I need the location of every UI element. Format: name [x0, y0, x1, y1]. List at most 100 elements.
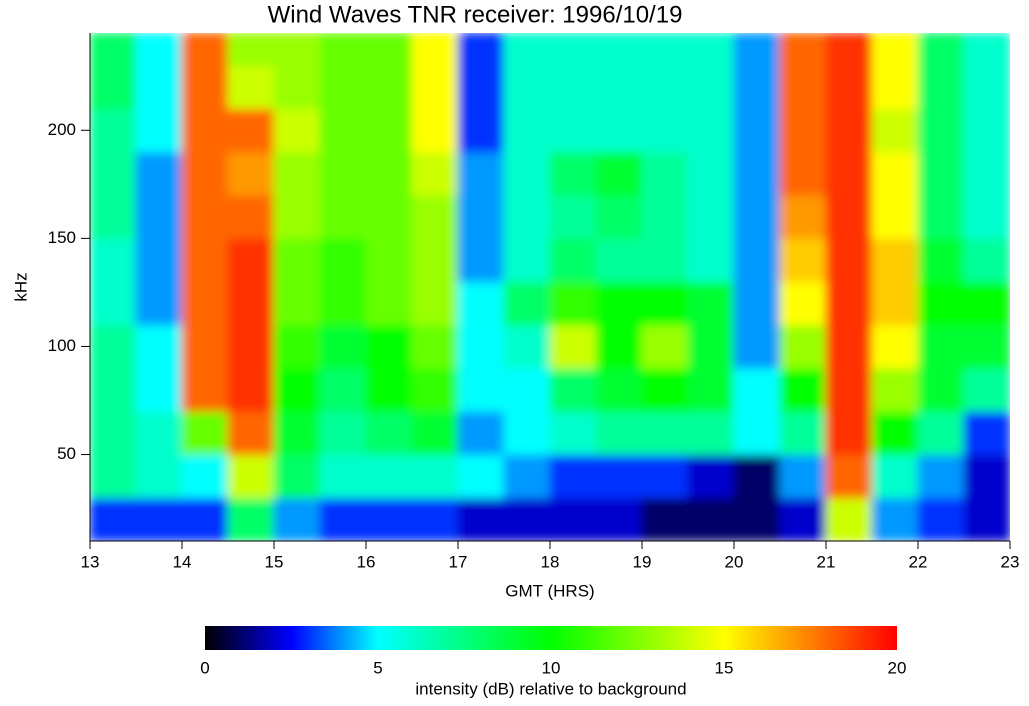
- heat-cell: [365, 151, 413, 196]
- heat-cell: [595, 324, 643, 369]
- heat-cell: [319, 33, 367, 66]
- heat-cell: [457, 410, 505, 456]
- heat-cell: [365, 194, 413, 239]
- x-tick-label: 19: [633, 552, 652, 571]
- x-tick-label: 21: [817, 552, 836, 571]
- heat-cell: [135, 151, 183, 196]
- heat-cell: [90, 64, 137, 110]
- heat-cell: [687, 454, 735, 499]
- heat-cell: [779, 33, 827, 66]
- heat-cell: [365, 237, 413, 283]
- heat-cell: [595, 410, 643, 456]
- heat-cell: [135, 497, 183, 541]
- heat-cell: [733, 281, 781, 326]
- heat-cell: [779, 410, 827, 456]
- heat-cell: [825, 151, 873, 196]
- heat-cell: [411, 33, 459, 66]
- heat-cell: [825, 33, 873, 66]
- heat-cell: [779, 108, 827, 153]
- heat-cell: [825, 410, 873, 456]
- heat-cell: [90, 33, 137, 66]
- heat-cell: [90, 194, 137, 239]
- heat-cell: [871, 64, 919, 110]
- heatmap-cells: [90, 33, 1010, 541]
- heat-cell: [181, 281, 229, 326]
- heat-cell: [779, 367, 827, 412]
- colorbar-label: intensity (dB) relative to background: [415, 679, 686, 698]
- heat-cell: [871, 33, 919, 66]
- x-tick-label: 16: [357, 552, 376, 571]
- heat-cell: [641, 33, 689, 66]
- x-tick-label: 13: [81, 552, 100, 571]
- heat-cell: [871, 237, 919, 283]
- heat-cell: [135, 64, 183, 110]
- heat-cell: [641, 194, 689, 239]
- heat-cell: [595, 33, 643, 66]
- heat-cell: [549, 194, 597, 239]
- heat-cell: [963, 194, 1010, 239]
- heat-cell: [319, 324, 367, 369]
- heat-cell: [595, 108, 643, 153]
- heat-cell: [733, 33, 781, 66]
- heat-cell: [503, 454, 551, 499]
- heat-cell: [641, 454, 689, 499]
- heat-cell: [825, 64, 873, 110]
- heat-cell: [779, 324, 827, 369]
- heat-cell: [825, 324, 873, 369]
- heat-cell: [963, 497, 1010, 541]
- heat-cell: [319, 194, 367, 239]
- y-axis-label: kHz: [11, 272, 30, 301]
- heat-cell: [457, 194, 505, 239]
- heat-cell: [733, 367, 781, 412]
- heat-cell: [227, 108, 275, 153]
- chart-title: Wind Waves TNR receiver: 1996/10/19: [268, 1, 683, 28]
- heatmap: [90, 33, 1010, 541]
- heat-cell: [595, 367, 643, 412]
- heat-cell: [595, 454, 643, 499]
- heat-cell: [963, 367, 1010, 412]
- heat-cell: [963, 108, 1010, 153]
- heat-cell: [503, 367, 551, 412]
- heat-cell: [227, 237, 275, 283]
- heat-cell: [733, 454, 781, 499]
- heat-cell: [779, 454, 827, 499]
- heat-cell: [963, 237, 1010, 283]
- heat-cell: [90, 324, 137, 369]
- x-tick-label: 18: [541, 552, 560, 571]
- heat-cell: [227, 497, 275, 541]
- heat-cell: [319, 410, 367, 456]
- heat-cell: [595, 281, 643, 326]
- heat-cell: [319, 367, 367, 412]
- y-tick-label: 100: [48, 336, 76, 355]
- heat-cell: [135, 281, 183, 326]
- heat-cell: [273, 194, 321, 239]
- heat-cell: [503, 64, 551, 110]
- heat-cell: [273, 367, 321, 412]
- heat-cell: [917, 454, 965, 499]
- heat-cell: [90, 454, 137, 499]
- heat-cell: [273, 324, 321, 369]
- heat-cell: [457, 497, 505, 541]
- heat-cell: [549, 454, 597, 499]
- heat-cell: [411, 367, 459, 412]
- heat-cell: [779, 281, 827, 326]
- x-axis-label: GMT (HRS): [505, 581, 594, 600]
- heat-cell: [457, 151, 505, 196]
- heat-cell: [90, 151, 137, 196]
- heat-cell: [457, 324, 505, 369]
- heat-cell: [319, 64, 367, 110]
- heat-cell: [273, 33, 321, 66]
- heat-cell: [733, 64, 781, 110]
- heat-cell: [503, 194, 551, 239]
- heat-cell: [457, 281, 505, 326]
- heat-cell: [687, 281, 735, 326]
- heat-cell: [411, 237, 459, 283]
- heat-cell: [503, 108, 551, 153]
- heat-cell: [319, 237, 367, 283]
- heat-cell: [227, 410, 275, 456]
- heat-cell: [687, 237, 735, 283]
- heat-cell: [917, 497, 965, 541]
- heat-cell: [871, 410, 919, 456]
- heat-cell: [641, 237, 689, 283]
- heat-cell: [733, 237, 781, 283]
